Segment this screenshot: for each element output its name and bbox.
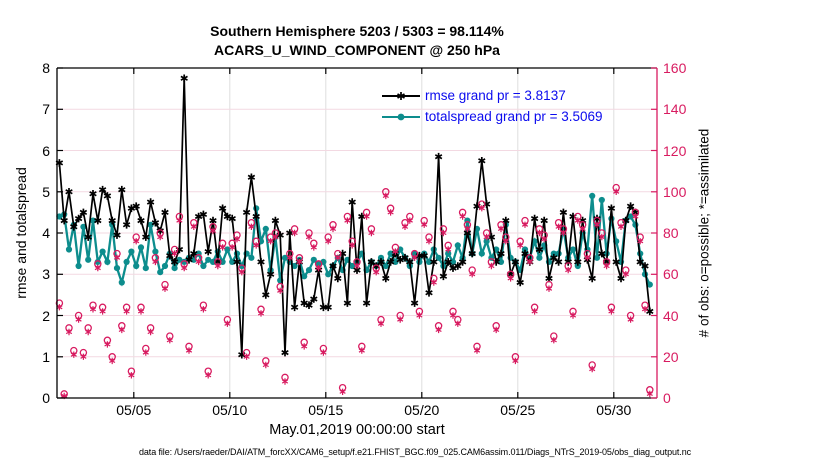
y-right-tick-label: 20	[663, 348, 679, 365]
chart-title-line2: ACARS_U_WIND_COMPONENT @ 250 hPa	[214, 42, 500, 58]
y-left-tick-label: 3	[42, 266, 50, 283]
y-right-tick-label: 120	[663, 142, 687, 159]
y-right-tick-label: 80	[663, 225, 679, 241]
y-left-tick-label: 2	[42, 307, 50, 324]
y-left-tick-label: 0	[42, 390, 50, 406]
x-tick-label: 05/10	[212, 402, 248, 418]
x-tick-label: 05/30	[596, 402, 632, 418]
y-right-tick-label: 100	[663, 183, 687, 200]
y-left-tick-label: 8	[42, 60, 50, 76]
y-right-tick-label: 40	[663, 307, 679, 324]
legend-marker-0	[382, 91, 420, 100]
legend-marker-1	[382, 113, 420, 120]
y-left-tick-label: 7	[42, 101, 50, 118]
x-tick-label: 05/05	[116, 402, 152, 418]
obs-assimilated-markers	[56, 188, 653, 400]
y-right-tick-label: 140	[663, 101, 687, 118]
x-tick-label: 05/20	[404, 402, 440, 418]
plot-area	[55, 67, 658, 400]
legend-item: totalspread grand pr = 3.5069	[381, 106, 603, 127]
y-right-tick-label: 160	[663, 60, 687, 76]
y-right-tick-label: 0	[663, 390, 671, 406]
y-right-tick-label: 60	[663, 266, 679, 283]
x-axis-label: May.01,2019 00:00:00 start	[269, 422, 445, 438]
y-left-tick-label: 6	[42, 142, 50, 159]
legend-label: totalspread grand pr = 3.5069	[425, 109, 603, 124]
chart-title-line1: Southern Hemisphere 5203 / 5303 = 98.114…	[210, 23, 504, 39]
axis-frame	[56, 67, 658, 399]
legend-item: rmse grand pr = 3.8137	[381, 85, 603, 106]
x-tick-label: 05/15	[308, 402, 344, 418]
y-left-tick-label: 1	[42, 348, 50, 365]
y-left-tick-label: 4	[42, 225, 50, 241]
x-tick-label: 05/25	[500, 402, 536, 418]
legend-label: rmse grand pr = 3.8137	[425, 88, 566, 103]
data-file-footer: data file: /Users/raeder/DAI/ATM_forcXX/…	[138, 447, 691, 457]
legend: rmse grand pr = 3.8137 totalspread grand …	[381, 85, 603, 127]
rmse-series	[55, 74, 654, 359]
y-left-tick-label: 5	[42, 183, 50, 200]
